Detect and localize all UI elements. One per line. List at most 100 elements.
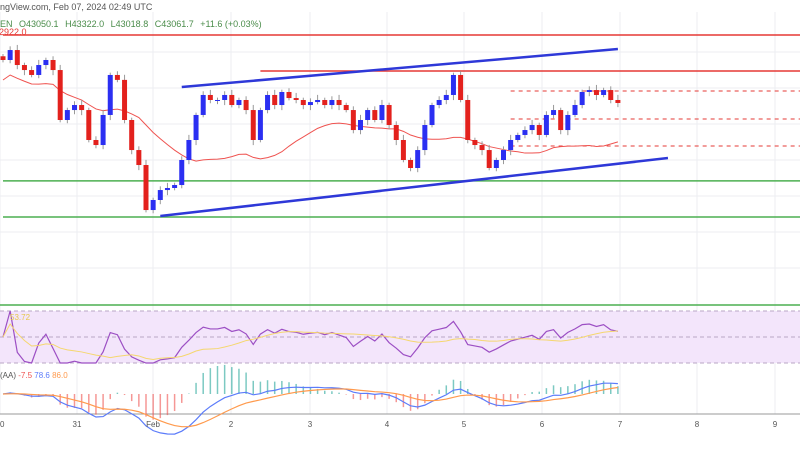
upper-channel-trendline	[181, 47, 619, 89]
candle-up	[543, 114, 549, 135]
candle-up	[279, 91, 285, 106]
x-tick-label: Feb	[146, 420, 160, 429]
change-value: +11.6 (+0.03%)	[200, 19, 262, 29]
close-value: C43061.7	[154, 19, 194, 29]
candle-up	[515, 134, 521, 140]
candle-down	[21, 65, 27, 71]
candle-down	[322, 99, 328, 106]
candle-up	[422, 125, 428, 151]
candle-down	[608, 90, 614, 100]
candle-up	[43, 59, 49, 66]
candle-up	[257, 110, 263, 140]
candle-down	[250, 110, 256, 140]
candle-up	[579, 91, 585, 106]
rsi-value: 53.72	[10, 313, 31, 322]
rsi-ma-line	[2, 323, 618, 360]
candle-down	[458, 74, 464, 100]
candle-down	[465, 99, 471, 140]
candle-up	[107, 74, 113, 115]
candle-up	[358, 119, 363, 131]
candle-up	[100, 114, 106, 146]
candle-down	[229, 94, 235, 106]
candle-up	[586, 90, 592, 92]
low-value: L43018.8	[110, 19, 149, 29]
candle-up	[164, 187, 170, 191]
candle-down	[136, 150, 142, 166]
candle-up	[365, 110, 371, 120]
candle-up	[64, 110, 70, 120]
candle-up	[501, 150, 506, 160]
x-tick-label: 5	[461, 420, 467, 429]
candle-down	[29, 70, 35, 75]
candle-up	[601, 90, 607, 95]
candle-down	[86, 110, 92, 140]
chart-source-timestamp: ngView.com, Feb 07, 2024 02:49 UTC	[0, 2, 153, 12]
macd-name: (AA)	[0, 371, 16, 380]
candle-down	[207, 94, 213, 100]
candle-up	[193, 114, 199, 140]
level-label: 42922.0	[0, 27, 27, 37]
candle-up	[222, 94, 228, 100]
candle-up	[565, 114, 571, 131]
x-tick-label: 7	[617, 420, 623, 429]
candle-down	[243, 99, 249, 111]
candle-down	[143, 165, 149, 211]
candle-up	[415, 150, 421, 168]
candle-up	[450, 74, 456, 95]
x-tick-label: 4	[384, 420, 390, 429]
candle-up	[572, 105, 578, 115]
x-tick-label: 9	[772, 420, 778, 429]
candle-down	[408, 159, 414, 168]
high-value: H43322.0	[65, 19, 105, 29]
candle-up	[179, 159, 185, 186]
candle-up	[379, 105, 385, 120]
candle-down	[272, 94, 278, 106]
macd-legend: (AA) -7.5 78.6 86.0	[0, 371, 68, 380]
candle-up	[522, 130, 528, 135]
candle-up	[329, 99, 335, 106]
candle-down	[79, 105, 85, 111]
candle-up	[265, 94, 271, 111]
candle-down	[293, 98, 299, 100]
macd-line-value: 78.6	[34, 371, 50, 380]
candle-up	[150, 199, 156, 211]
macd-signal-line	[2, 386, 618, 428]
candle-down	[300, 99, 306, 106]
candle-down	[479, 145, 485, 151]
open-value: O43050.1	[19, 19, 59, 29]
candle-up	[215, 99, 220, 101]
candle-down	[129, 119, 135, 151]
candle-down	[114, 74, 120, 80]
candle-down	[93, 139, 99, 146]
candle-up	[443, 94, 449, 100]
candle-down	[615, 99, 621, 103]
lower-channel-trendline	[160, 156, 669, 218]
candle-down	[286, 91, 292, 99]
candle-down	[486, 150, 492, 168]
macd-line	[2, 382, 618, 435]
candle-down	[393, 125, 399, 140]
x-tick-label: 30	[0, 420, 5, 429]
ohlc-legend: EN O43050.1 H43322.0 L43018.8 C43061.7 +…	[0, 19, 266, 29]
moving-average-line	[2, 74, 619, 162]
rsi-line	[2, 310, 619, 364]
candle-down	[350, 110, 356, 131]
candle-up	[436, 99, 442, 106]
candle-down	[0, 56, 6, 60]
x-tick-label: 3	[307, 420, 313, 429]
candle-up	[551, 110, 557, 115]
candle-down	[593, 90, 599, 95]
candle-down	[50, 59, 56, 71]
candle-up	[200, 94, 206, 115]
x-tick-label: 2	[228, 420, 234, 429]
candle-up	[36, 65, 42, 75]
candle-down	[336, 99, 342, 106]
x-tick-label: 8	[694, 420, 700, 429]
candle-up	[7, 50, 13, 60]
candle-down	[122, 79, 128, 120]
candle-down	[400, 139, 406, 160]
candle-up	[186, 139, 192, 160]
candle-down	[57, 70, 63, 120]
macd-hist-value: -7.5	[18, 371, 33, 380]
